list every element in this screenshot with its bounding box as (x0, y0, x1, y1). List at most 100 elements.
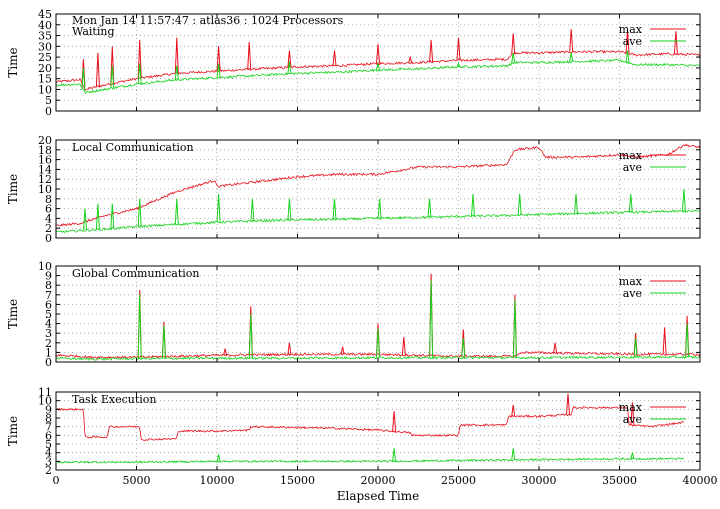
series-spike-ave (625, 50, 630, 63)
x-axis-label: Elapsed Time (337, 489, 420, 503)
y-tick-label: 11 (38, 386, 52, 399)
series-spike-max (223, 348, 228, 356)
series-spike-ave (248, 313, 253, 359)
series-spike-ave (456, 62, 461, 68)
y-tick-label: 18 (38, 144, 52, 157)
y-tick-label: 0 (45, 232, 52, 245)
series-line-ave (55, 209, 701, 234)
panel-title: Task Execution (72, 393, 156, 406)
y-tick-label: 9 (45, 403, 52, 416)
series-spike-ave (471, 193, 475, 217)
panel-title: Mon Jan 14 11:57:47 : atlas36 : 1024 Pro… (72, 14, 344, 27)
series-spike-max (566, 393, 570, 415)
series-spike-ave (137, 63, 142, 84)
series-spike-max (553, 342, 558, 353)
y-axis-label: Time (6, 47, 20, 77)
y-tick-label: 1 (45, 346, 52, 359)
x-tick-label: 10000 (200, 474, 235, 487)
series-spike-max (511, 404, 516, 417)
y-tick-label: 8 (45, 193, 52, 206)
series-spike-max (630, 402, 635, 426)
series-line-max (56, 143, 701, 227)
series-spike-max (340, 346, 345, 355)
y-tick-label: 4 (45, 212, 52, 225)
y-tick-label: 20 (38, 134, 52, 147)
x-tick-label: 35000 (602, 474, 637, 487)
series-spike-ave (376, 63, 380, 71)
y-axis-label: Time (6, 174, 20, 204)
x-tick-label: 30000 (522, 474, 557, 487)
legend-label-max: max (619, 275, 643, 288)
series-spike-ave (83, 208, 87, 231)
y-tick-label: 6 (45, 203, 52, 216)
y-tick-label: 30 (38, 40, 52, 53)
series-spike-ave (633, 337, 638, 358)
series-spike-max (110, 46, 115, 84)
x-tick-label: 15000 (280, 474, 315, 487)
series-spike-ave (392, 448, 397, 462)
y-tick-label: 7 (45, 421, 52, 434)
legend-label-ave: ave (623, 287, 642, 300)
panel-title: Local Communication (72, 141, 194, 154)
y-tick-label: 3 (45, 327, 52, 340)
series-spike-ave (137, 294, 142, 359)
y-axis-label: Time (6, 416, 20, 446)
series-spike-ave (574, 193, 578, 214)
y-tick-label: 0 (45, 356, 52, 369)
series-spike-ave (110, 65, 115, 89)
series-spike-max (287, 342, 292, 355)
series-spike-max (247, 41, 252, 70)
y-tick-label: 25 (38, 51, 52, 64)
series-spike-ave (511, 52, 516, 64)
series-spike-max (429, 39, 434, 62)
y-tick-label: 7 (45, 289, 52, 302)
legend-label-ave: ave (623, 161, 642, 174)
series-spike-max (401, 336, 406, 355)
series-spike-max (625, 29, 630, 54)
series-spike-ave (630, 452, 635, 459)
series-spike-max (95, 52, 100, 87)
series-spike-max (216, 46, 221, 72)
series-spike-max (332, 50, 337, 66)
y-tick-label: 6 (45, 298, 52, 311)
y-tick-label: 15 (38, 73, 52, 86)
series-line-ave (55, 355, 701, 362)
series-spike-ave (110, 203, 115, 229)
series-spike-ave (161, 325, 166, 359)
panel-subtitle: Waiting (72, 25, 115, 38)
series-spike-max (392, 411, 397, 432)
y-tick-label: 14 (38, 163, 52, 176)
y-tick-label: 5 (45, 438, 52, 451)
series-spike-max (137, 39, 142, 79)
legend-label-max: max (619, 149, 643, 162)
y-tick-label: 45 (38, 8, 52, 21)
legend-label-ave: ave (623, 35, 642, 48)
y-tick-label: 8 (45, 412, 52, 425)
y-tick-label: 35 (38, 30, 52, 43)
series-spike-max (456, 37, 461, 61)
series-spike-ave (250, 198, 255, 222)
series-spike-max (673, 31, 678, 55)
y-tick-label: 4 (45, 318, 52, 331)
y-tick-label: 2 (45, 222, 52, 235)
y-tick-label: 10 (38, 260, 52, 273)
series-line-max (55, 405, 684, 442)
series-spike-ave (95, 203, 100, 230)
series-spike-max (408, 55, 413, 63)
y-tick-label: 3 (45, 455, 52, 468)
y-tick-label: 40 (38, 19, 52, 32)
y-tick-label: 2 (45, 464, 52, 477)
series-spike-ave (512, 299, 517, 358)
series-spike-ave (137, 198, 142, 227)
x-tick-label: 25000 (441, 474, 476, 487)
series-line-ave (55, 58, 701, 95)
series-spike-ave (461, 337, 466, 358)
series-spike-max (511, 33, 516, 55)
legend-label-ave: ave (623, 413, 642, 426)
series-spike-ave (569, 52, 574, 62)
y-tick-label: 20 (38, 62, 52, 75)
y-tick-label: 12 (38, 173, 52, 186)
